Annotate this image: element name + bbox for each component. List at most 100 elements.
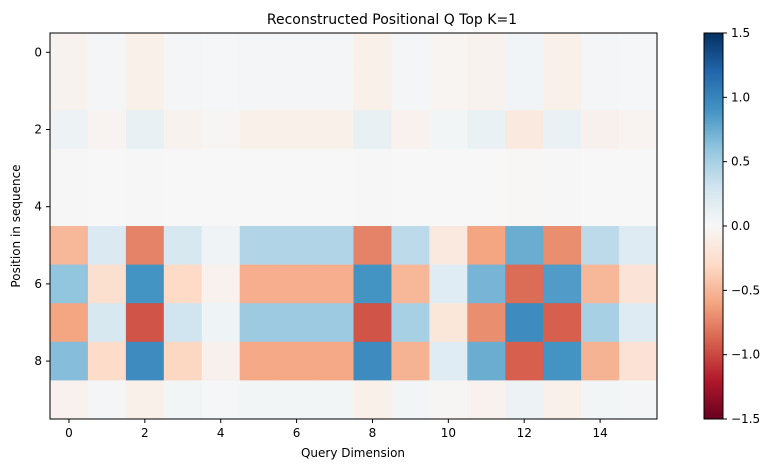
heatmap-cell (163, 71, 203, 111)
heatmap-cell (505, 33, 544, 73)
heatmap-cell (353, 380, 393, 420)
heatmap-cell (619, 264, 658, 304)
heatmap-cell (619, 187, 658, 227)
heatmap-cell (391, 71, 430, 111)
heatmap-cell (277, 341, 317, 381)
heatmap-cell (201, 380, 241, 420)
heatmap-cell (315, 148, 355, 188)
heatmap-cell (429, 71, 468, 111)
heatmap-cell (315, 71, 355, 111)
heatmap-cell (125, 380, 165, 420)
colorbar-tick-label: −0.5 (731, 283, 760, 297)
heatmap-cell (163, 187, 203, 227)
heatmap-cell (87, 187, 127, 227)
heatmap-cell (125, 33, 165, 73)
heatmap-cell (315, 341, 355, 381)
heatmap-cell (543, 341, 582, 381)
heatmap-cell (391, 264, 430, 304)
heatmap-cell (315, 226, 355, 266)
x-tick-label: 2 (141, 426, 149, 440)
x-tick-label: 10 (441, 426, 456, 440)
heatmap-cell (125, 148, 165, 188)
heatmap-cell (87, 110, 127, 150)
heatmap-cell (391, 33, 430, 73)
heatmap-cell (581, 380, 620, 420)
heatmap-cell (581, 341, 620, 381)
heatmap-cell (277, 187, 317, 227)
y-axis-ticks: 0 2 4 6 8 (34, 45, 50, 368)
heatmap-cell (391, 226, 430, 266)
heatmap-cell (467, 303, 506, 343)
heatmap-cell (429, 110, 468, 150)
heatmap-cell (543, 110, 582, 150)
heatmap-cell (505, 303, 544, 343)
heatmap-cell (619, 226, 658, 266)
plot-frame (49, 32, 658, 420)
heatmap-cell (50, 264, 89, 304)
y-tick-label: 0 (34, 45, 42, 59)
heatmap-cell (87, 341, 127, 381)
heatmap-cell (277, 264, 317, 304)
heatmap-cell (50, 341, 89, 381)
heatmap-cell (619, 71, 658, 111)
x-tick-label: 6 (293, 426, 301, 440)
heatmap-cell (581, 303, 620, 343)
colorbar-tick-label: −1.5 (731, 412, 760, 426)
heatmap-cell (125, 264, 165, 304)
heatmap-cell (429, 226, 468, 266)
y-tick-label: 2 (34, 123, 42, 137)
heatmap-cell (163, 264, 203, 304)
heatmap-cell (239, 226, 279, 266)
heatmap-cell (163, 148, 203, 188)
heatmap-cell (581, 33, 620, 73)
heatmap-cell (125, 341, 165, 381)
x-axis-ticks: 0 2 4 6 8 10 12 14 (65, 419, 608, 440)
x-tick-label: 0 (65, 426, 73, 440)
heatmap-cell (353, 341, 393, 381)
heatmap-cell (543, 380, 582, 420)
heatmap-cell (467, 110, 506, 150)
heatmap-cell (353, 71, 393, 111)
heatmap-cell (239, 110, 279, 150)
heatmap-cell (543, 264, 582, 304)
heatmap-cell (505, 264, 544, 304)
heatmap-cell (543, 148, 582, 188)
heatmap-cell (391, 110, 430, 150)
heatmap-cell (467, 187, 506, 227)
heatmap-cell (239, 380, 279, 420)
heatmap-cell (315, 187, 355, 227)
heatmap-cell (353, 110, 393, 150)
heatmap-cell (429, 380, 468, 420)
heatmap-cell (50, 33, 89, 73)
heatmap-cell (467, 264, 506, 304)
heatmap-cell (543, 303, 582, 343)
heatmap-cell (353, 303, 393, 343)
colorbar (703, 32, 724, 420)
x-tick-label: 4 (217, 426, 225, 440)
heatmap-cell (429, 33, 468, 73)
heatmap-cell (543, 226, 582, 266)
heatmap-cell (581, 187, 620, 227)
heatmap-cell (353, 264, 393, 304)
heatmap-cell (505, 226, 544, 266)
heatmap-cell (315, 380, 355, 420)
heatmap-cell (163, 341, 203, 381)
heatmap-cell (391, 380, 430, 420)
heatmap-cell (277, 380, 317, 420)
heatmap-cell (581, 226, 620, 266)
heatmap-cell (429, 341, 468, 381)
heatmap-cell (429, 264, 468, 304)
heatmap-cell (87, 380, 127, 420)
heatmap-cell (87, 303, 127, 343)
heatmap-cell (543, 33, 582, 73)
heatmap-cell (239, 303, 279, 343)
heatmap-cell (581, 264, 620, 304)
heatmap-cell (87, 264, 127, 304)
y-tick-label: 4 (34, 200, 42, 214)
heatmap-cell (315, 303, 355, 343)
heatmap-cell (87, 71, 127, 111)
heatmap-cell (50, 148, 89, 188)
heatmap-cell (125, 71, 165, 111)
heatmap-cell (201, 148, 241, 188)
colorbar-tick-label: −1.0 (731, 348, 760, 362)
